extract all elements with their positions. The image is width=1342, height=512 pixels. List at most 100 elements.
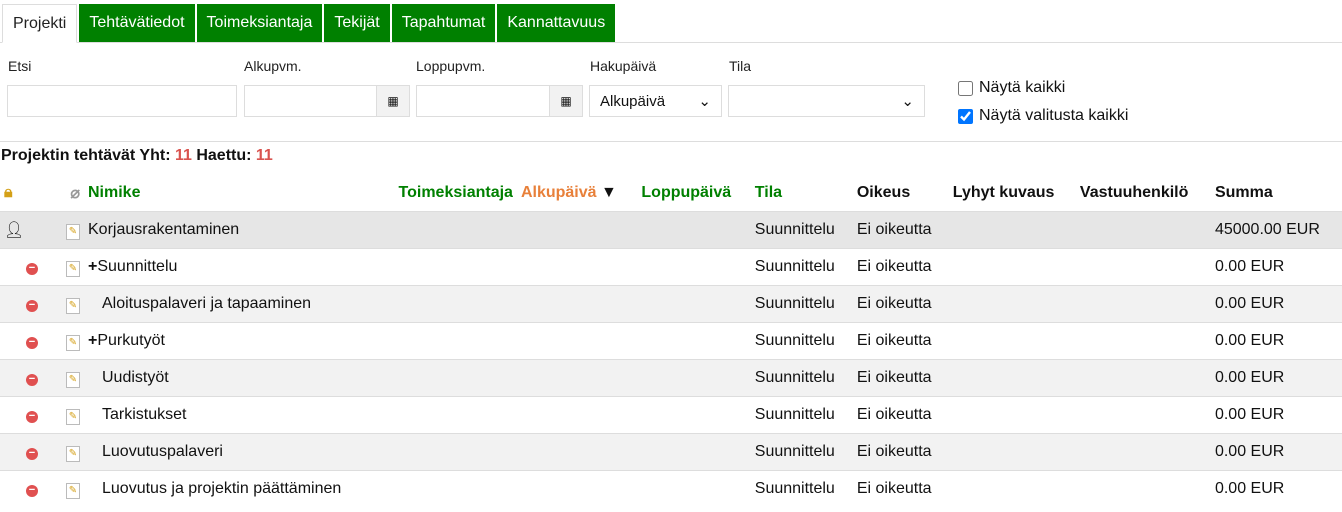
tab-toimeksiantaja[interactable]: Toimeksiantaja <box>196 4 323 42</box>
col-tila[interactable]: Tila <box>754 184 783 201</box>
sum-cell: 0.00 EUR <box>1210 359 1342 397</box>
chevron-down-icon: ⌄ <box>901 93 914 110</box>
end-cell <box>637 359 751 397</box>
tab-tapahtumat[interactable]: Tapahtumat <box>391 4 496 42</box>
task-name[interactable]: Suunnittelu <box>97 258 178 275</box>
col-loppupaiva[interactable]: Loppupäivä <box>641 184 732 201</box>
search-input[interactable] <box>7 85 237 117</box>
task-table: 🔒︎ ⌀ Nimike Toimeksiantaja Alkupäivä ▼ L… <box>0 175 1342 507</box>
expand-icon[interactable]: + <box>88 258 98 275</box>
tab-projekti[interactable]: Projekti <box>2 4 78 43</box>
responsible-cell <box>1075 322 1211 360</box>
edit-icon[interactable]: ✎ <box>66 297 80 314</box>
responsible-cell <box>1075 470 1211 507</box>
end-cell <box>637 248 751 286</box>
table-row[interactable]: − ✎ +Purkutyöt Suunnittelu Ei oikeutta 0.… <box>0 322 1342 360</box>
client-cell <box>375 285 517 323</box>
status-cell: Suunnittelu <box>750 285 853 323</box>
end-cell <box>637 433 751 471</box>
remove-icon[interactable]: − <box>26 448 38 460</box>
search-date-select[interactable]: Alkupäivä ⌄ <box>589 85 722 117</box>
status-cell: Suunnittelu <box>750 396 853 434</box>
task-count: Projektin tehtävät Yht: 11 Haettu: 11 <box>0 142 1342 175</box>
client-cell <box>375 248 517 286</box>
rights-cell: Ei oikeutta <box>852 470 949 507</box>
remove-icon[interactable]: − <box>26 485 38 497</box>
start-cell <box>516 211 638 249</box>
calendar-icon[interactable]: ▦ <box>376 86 409 116</box>
remove-icon[interactable]: − <box>26 411 38 423</box>
description-cell <box>948 359 1076 397</box>
task-name[interactable]: Korjausrakentaminen <box>88 221 240 238</box>
edit-icon[interactable]: ✎ <box>66 408 80 425</box>
client-cell <box>375 433 517 471</box>
show-selected-all-option[interactable]: Näytä valitusta kaikki <box>958 107 1128 125</box>
show-all-checkbox[interactable] <box>958 80 973 96</box>
show-all-option[interactable]: Näytä kaikki <box>958 79 1065 97</box>
search-label: Etsi <box>8 58 32 74</box>
tab-kannattavuus[interactable]: Kannattavuus <box>497 4 616 42</box>
col-vastuuhenkilo: Vastuuhenkilö <box>1079 184 1189 201</box>
remove-icon[interactable]: − <box>26 263 38 275</box>
responsible-cell <box>1075 433 1211 471</box>
table-row[interactable]: 👤︎ ✎ Korjausrakentaminen Suunnittelu Ei o… <box>0 211 1342 249</box>
description-cell <box>948 285 1076 323</box>
edit-icon[interactable]: ✎ <box>66 260 80 277</box>
end-date-label: Loppupvm. <box>416 58 486 74</box>
show-all-label: Näytä kaikki <box>979 79 1066 96</box>
description-cell <box>948 396 1076 434</box>
table-row[interactable]: − ✎ +Suunnittelu Suunnittelu Ei oikeutta … <box>0 248 1342 286</box>
table-row[interactable]: − ✎ Luovutus ja projektin päättäminen Suu… <box>0 470 1342 507</box>
start-cell <box>516 322 638 360</box>
start-cell <box>516 433 638 471</box>
col-alkupaiva-label: Alkupäivä <box>520 184 597 201</box>
table-row[interactable]: − ✎ Uudistyöt Suunnittelu Ei oikeutta 0.0… <box>0 359 1342 397</box>
remove-icon[interactable]: − <box>26 374 38 386</box>
sum-cell: 0.00 EUR <box>1210 470 1342 507</box>
start-cell <box>516 470 638 507</box>
user-edit-icon: 👤︎ <box>4 222 25 239</box>
client-cell <box>375 211 517 249</box>
calendar-icon[interactable]: ▦ <box>549 86 582 116</box>
col-summa: Summa <box>1214 184 1273 201</box>
edit-icon[interactable]: ✎ <box>66 223 80 240</box>
status-select[interactable]: ⌄ <box>728 85 925 117</box>
table-row[interactable]: − ✎ Tarkistukset Suunnittelu Ei oikeutta … <box>0 396 1342 434</box>
rights-cell: Ei oikeutta <box>852 433 949 471</box>
col-alkupaiva[interactable]: Alkupäivä ▼ <box>517 175 637 212</box>
remove-icon[interactable]: − <box>26 300 38 312</box>
task-name[interactable]: Tarkistukset <box>102 406 187 423</box>
col-nimike[interactable]: Nimike <box>88 184 141 201</box>
task-name[interactable]: Uudistyöt <box>102 369 169 386</box>
status-cell: Suunnittelu <box>750 359 853 397</box>
table-row[interactable]: − ✎ Aloituspalaveri ja tapaaminen Suunnit… <box>0 285 1342 323</box>
task-name[interactable]: Purkutyöt <box>97 332 165 349</box>
tab-tekijat[interactable]: Tekijät <box>324 4 390 42</box>
sort-desc-icon: ▼ <box>600 184 617 201</box>
status-cell: Suunnittelu <box>750 470 853 507</box>
start-date-input[interactable]: ▦ <box>244 85 410 117</box>
edit-icon[interactable]: ✎ <box>66 371 80 388</box>
client-cell <box>375 359 517 397</box>
show-selected-all-checkbox[interactable] <box>958 108 973 124</box>
edit-icon[interactable]: ✎ <box>66 445 80 462</box>
edit-icon[interactable]: ✎ <box>66 482 80 499</box>
description-cell <box>948 322 1076 360</box>
expand-icon[interactable]: + <box>88 332 98 349</box>
tab-tehtavatiedot[interactable]: Tehtävätiedot <box>79 4 195 42</box>
task-name[interactable]: Luovutus ja projektin päättäminen <box>102 480 342 497</box>
col-toimeksiantaja[interactable]: Toimeksiantaja <box>398 184 513 201</box>
search-date-value: Alkupäivä <box>600 92 666 110</box>
rights-cell: Ei oikeutta <box>852 396 949 434</box>
col-oikeus: Oikeus <box>856 184 911 201</box>
end-date-input[interactable]: ▦ <box>416 85 583 117</box>
edit-icon[interactable]: ✎ <box>66 334 80 351</box>
paperclip-icon: ⌀ <box>70 185 80 202</box>
table-row[interactable]: − ✎ Luovutuspalaveri Suunnittelu Ei oikeu… <box>0 433 1342 471</box>
total-count: 11 <box>174 147 192 164</box>
task-name[interactable]: Luovutuspalaveri <box>102 443 223 460</box>
status-cell: Suunnittelu <box>750 322 853 360</box>
remove-icon[interactable]: − <box>26 337 38 349</box>
rights-cell: Ei oikeutta <box>852 211 949 249</box>
task-name[interactable]: Aloituspalaveri ja tapaaminen <box>102 295 312 312</box>
